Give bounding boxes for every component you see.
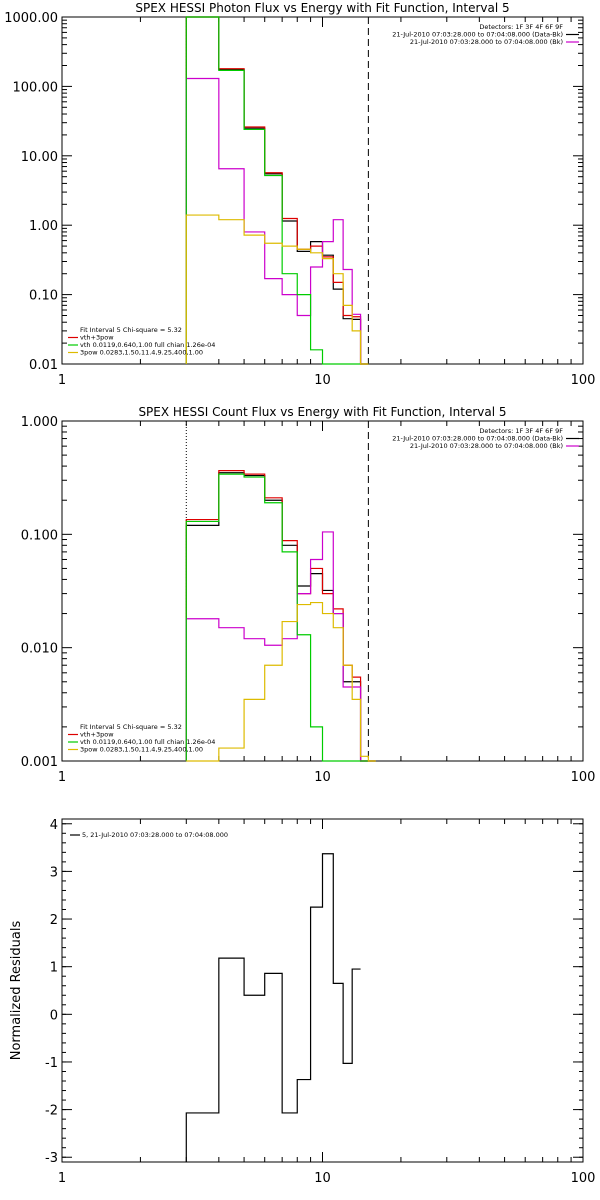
legend-top-right-text: 21-Jul-2010 07:03:28.000 to 07:04:08.000… xyxy=(410,442,563,450)
x-tick-label: 100 xyxy=(571,1171,596,1186)
y-tick-label: 1000.00 xyxy=(4,11,58,26)
series-line-2 xyxy=(185,77,369,365)
y-tick-label: 4 xyxy=(50,818,58,833)
chart-title: SPEX HESSI Count Flux vs Energy with Fit… xyxy=(138,405,506,419)
y-tick-label: 1.000 xyxy=(21,415,58,430)
x-tick-label: 10 xyxy=(314,1171,331,1186)
series-line-0 xyxy=(185,16,369,365)
y-tick-label: 0 xyxy=(50,1008,58,1023)
y-tick-label: 1 xyxy=(50,961,58,976)
legend-bottom-left-text: vth+3pow xyxy=(80,731,114,739)
y-tick-label: 100.00 xyxy=(13,80,59,95)
y-tick-label: 0.100 xyxy=(21,528,58,543)
legend-bottom-left-text: vth 0.0119,0.640,1.00 full chian 1.26e-0… xyxy=(80,341,215,349)
series-line-1 xyxy=(185,470,376,762)
legend-bottom-left-text: 3pow 0.0283,1.50,11.4,9.25,400,1.00 xyxy=(80,746,203,754)
legend-top-right-text: 21-Jul-2010 07:03:28.000 to 07:04:08.000… xyxy=(392,31,563,39)
y-tick-label: -3 xyxy=(45,1151,58,1166)
series-line-0 xyxy=(185,853,361,1162)
legend-bottom-left-text: 3pow 0.0283,1.50,11.4,9.25,400,1.00 xyxy=(80,349,203,357)
chart-title: SPEX HESSI Photon Flux vs Energy with Fi… xyxy=(135,1,509,15)
series-line-0 xyxy=(185,472,376,762)
legend-bottom-left-text: vth+3pow xyxy=(80,334,114,342)
chart-residuals: Normalized Residuals 1 10 100 -3 -2 -1 0 1 2 3 4 5, … xyxy=(9,818,595,1186)
x-tick-label: 10 xyxy=(314,373,331,388)
chart-count: SPEX HESSI Count Flux vs Energy with Fit… xyxy=(21,405,596,785)
x-tick-label: 100 xyxy=(571,373,596,388)
legend-top-left-text: 5, 21-Jul-2010 07:03:28.000 to 07:04:08.… xyxy=(82,831,228,839)
series-line-3 xyxy=(185,473,376,762)
y-tick-label: 1.00 xyxy=(29,219,58,234)
series-line-2 xyxy=(185,531,376,762)
series-line-4 xyxy=(186,601,376,762)
x-tick-label: 100 xyxy=(571,770,596,785)
y-tick-label: -1 xyxy=(45,1056,58,1071)
series-line-3 xyxy=(185,16,369,365)
y-tick-label: 0.001 xyxy=(21,755,58,770)
y-tick-label: -2 xyxy=(45,1104,58,1119)
y-tick-label: 3 xyxy=(50,865,58,880)
plot-frame xyxy=(61,16,584,365)
legend-bottom-left-text: Fit Interval 5 Chi-square = 5.32 xyxy=(80,723,182,731)
legend-top-right-text: 21-Jul-2010 07:03:28.000 to 07:04:08.000… xyxy=(410,38,563,46)
y-tick-label: 0.01 xyxy=(29,358,58,373)
y-tick-label: 0.010 xyxy=(21,642,58,657)
y-tick-label: 10.00 xyxy=(21,150,58,165)
y-tick-label: 0.10 xyxy=(29,289,58,304)
legend-bottom-left-text: vth 0.0119,0.640,1.00 full chian 1.26e-0… xyxy=(80,738,215,746)
legend-bottom-left-text: Fit Interval 5 Chi-square = 5.32 xyxy=(80,326,182,334)
legend-top-right-text: Detectors: 1F 3F 4F 6F 9F xyxy=(479,23,563,31)
series-line-1 xyxy=(185,16,369,365)
x-tick-label: 10 xyxy=(314,770,331,785)
legend-top-right-text: Detectors: 1F 3F 4F 6F 9F xyxy=(479,427,563,435)
x-tick-label: 1 xyxy=(58,770,66,785)
series-line-4 xyxy=(185,214,369,365)
chart-photon: SPEX HESSI Photon Flux vs Energy with Fi… xyxy=(4,1,595,388)
x-tick-label: 1 xyxy=(58,373,66,388)
legend-top-right-text: 21-Jul-2010 07:03:28.000 to 07:04:08.000… xyxy=(392,435,563,443)
y-axis-label: Normalized Residuals xyxy=(9,921,24,1061)
x-tick-label: 1 xyxy=(58,1171,66,1186)
y-tick-label: 2 xyxy=(50,913,58,928)
